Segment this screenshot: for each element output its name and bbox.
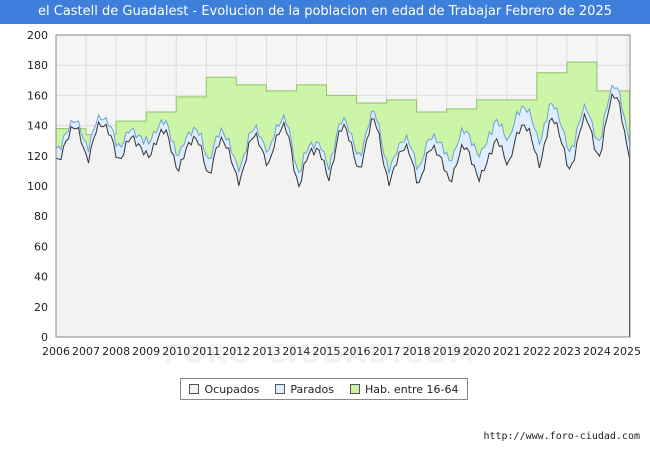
legend-item-ocupados: Ocupados (189, 383, 259, 396)
y-tick-label: 0 (41, 331, 48, 344)
x-tick-label: 2008 (102, 345, 130, 358)
x-tick-label: 2012 (222, 345, 250, 358)
x-tick-label: 2011 (192, 345, 220, 358)
x-tick-label: 2014 (282, 345, 310, 358)
legend-label-ocupados: Ocupados (204, 382, 260, 396)
y-tick-label: 100 (27, 180, 48, 193)
x-tick-label: 2019 (433, 345, 461, 358)
y-tick-label: 140 (27, 120, 48, 133)
legend-label-parados: Parados (290, 382, 334, 396)
y-tick-label: 20 (34, 301, 48, 314)
legend-item-parados: Parados (275, 383, 334, 396)
x-tick-label: 2016 (343, 345, 371, 358)
y-tick-label: 80 (34, 210, 48, 223)
x-tick-label: 2007 (72, 345, 100, 358)
plot-frame (55, 34, 631, 338)
x-tick-label: 2020 (463, 345, 491, 358)
x-tick-label: 2025 (613, 345, 641, 358)
x-tick-label: 2023 (553, 345, 581, 358)
y-tick-label: 200 (27, 29, 48, 42)
legend: Ocupados Parados Hab. entre 16-64 (180, 378, 468, 400)
x-tick-label: 2006 (42, 345, 70, 358)
legend-swatch-parados (275, 384, 286, 394)
x-tick-label: 2022 (523, 345, 551, 358)
legend-item-habitantes: Hab. entre 16-64 (349, 382, 459, 396)
y-tick-label: 120 (27, 150, 48, 163)
footer-url[interactable]: http://www.foro-ciudad.com (483, 431, 640, 442)
x-tick-label: 2015 (312, 345, 340, 358)
watermark: FORO-CIUDAD.COM (163, 340, 477, 370)
x-tick-label: 2013 (252, 345, 280, 358)
x-tick-label: 2009 (132, 345, 160, 358)
legend-swatch-ocupados (189, 384, 200, 394)
x-tick-label: 2010 (162, 345, 190, 358)
chart-title: el Castell de Guadalest - Evolucion de l… (0, 0, 650, 24)
x-tick-label: 2017 (373, 345, 401, 358)
y-tick-label: 180 (27, 59, 48, 72)
y-tick-label: 40 (34, 271, 48, 284)
legend-swatch-habitantes (349, 384, 360, 394)
series-ocupados (55, 92, 630, 338)
x-tick-label: 2018 (403, 345, 431, 358)
y-tick-label: 60 (34, 240, 48, 253)
x-tick-label: 2021 (493, 345, 521, 358)
y-tick-label: 160 (27, 89, 48, 102)
x-tick-label: 2024 (583, 345, 611, 358)
legend-label-habitantes: Hab. entre 16-64 (364, 382, 459, 396)
